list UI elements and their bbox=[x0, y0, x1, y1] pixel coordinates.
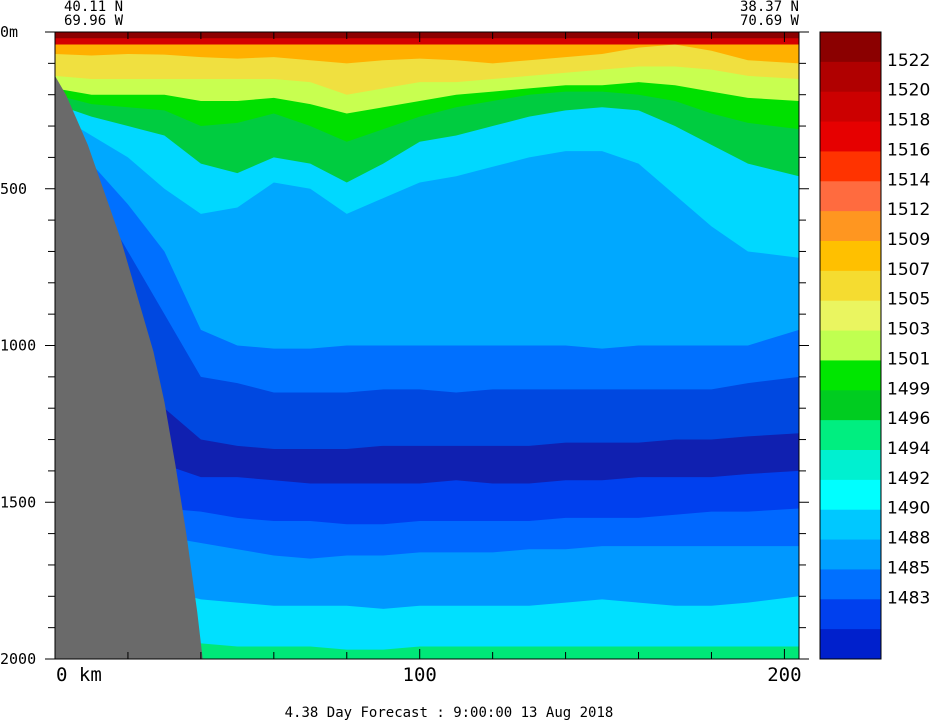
seafloor bbox=[55, 75, 203, 659]
colorbar-label: 1483 bbox=[887, 588, 930, 608]
colorbar-label: 1503 bbox=[887, 320, 930, 340]
colorbar-swatch bbox=[820, 330, 881, 361]
axis-ticks bbox=[45, 31, 809, 660]
end-latitude: 38.37 N bbox=[740, 0, 799, 15]
colorbar-swatch bbox=[820, 450, 881, 481]
x-tick-label: 200 bbox=[767, 664, 801, 686]
colorbar-swatch bbox=[820, 539, 881, 570]
colorbar-label: 1494 bbox=[887, 439, 930, 459]
colorbar-swatch bbox=[820, 360, 881, 391]
colorbar-swatch bbox=[820, 599, 881, 630]
colorbar-swatch bbox=[820, 479, 881, 511]
colorbar-label: 1499 bbox=[887, 379, 930, 399]
colorbar-swatch bbox=[820, 420, 881, 451]
band-0 bbox=[55, 32, 799, 39]
colorbar-swatch bbox=[820, 211, 881, 242]
forecast-footer: 4.38 Day Forecast : 9:00:00 13 Aug 2018 bbox=[285, 705, 614, 721]
start-latitude: 40.11 N bbox=[64, 0, 123, 15]
colorbar-swatch bbox=[820, 629, 881, 660]
axis-labels: 0m 500 1000 1500 2000 0 km 100 200 bbox=[0, 23, 802, 686]
colorbar-label: 1520 bbox=[887, 81, 930, 101]
y-tick-label: 0m bbox=[0, 23, 18, 41]
plot-area bbox=[55, 32, 799, 659]
colorbar-label: 1507 bbox=[887, 260, 930, 280]
colorbar-label: 1492 bbox=[887, 469, 930, 489]
colorbar-swatch bbox=[820, 91, 881, 123]
colorbar-swatch bbox=[820, 569, 881, 600]
colorbar-swatch bbox=[820, 32, 881, 63]
colorbar-label: 1505 bbox=[887, 290, 930, 310]
colorbar-swatch bbox=[820, 509, 881, 541]
colorbar-swatch bbox=[820, 121, 881, 152]
colorbar-swatch bbox=[820, 270, 881, 302]
colorbar-swatch bbox=[820, 300, 881, 332]
colorbar-label: 1509 bbox=[887, 230, 930, 250]
seafloor-shape bbox=[55, 75, 203, 659]
x-tick-label: 100 bbox=[403, 664, 437, 686]
end-longitude: 70.69 W bbox=[740, 13, 800, 29]
colorbar-label: 1522 bbox=[887, 51, 930, 71]
colorbar-label: 1512 bbox=[887, 200, 930, 220]
colorbar-label: 1496 bbox=[887, 409, 930, 429]
colorbar-swatch bbox=[820, 390, 881, 421]
colorbar-swatch bbox=[820, 241, 881, 272]
colorbar-label: 1514 bbox=[887, 170, 930, 190]
colorbar-label: 1490 bbox=[887, 499, 930, 519]
y-tick-label: 2000 bbox=[0, 650, 36, 668]
colorbar-swatch bbox=[820, 181, 881, 212]
colorbar-label: 1488 bbox=[887, 529, 930, 549]
start-longitude: 69.96 W bbox=[64, 13, 124, 29]
colorbar: 1522 1520 1518 1516 1514 1512 1509 1507 1505 1503… bbox=[819, 31, 930, 660]
colorbar-swatch bbox=[820, 61, 881, 93]
colorbar-frame bbox=[819, 31, 882, 660]
colorbar-label: 1485 bbox=[887, 558, 930, 578]
colorbar-label: 1518 bbox=[887, 111, 930, 131]
colorbar-swatch bbox=[820, 151, 881, 182]
colorbar-label: 1516 bbox=[887, 140, 930, 160]
y-tick-label: 1500 bbox=[0, 493, 36, 511]
colorbar-label: 1501 bbox=[887, 349, 930, 369]
y-tick-label: 1000 bbox=[0, 337, 36, 355]
y-tick-label: 500 bbox=[0, 180, 27, 198]
x-tick-label: 0 km bbox=[56, 664, 102, 686]
